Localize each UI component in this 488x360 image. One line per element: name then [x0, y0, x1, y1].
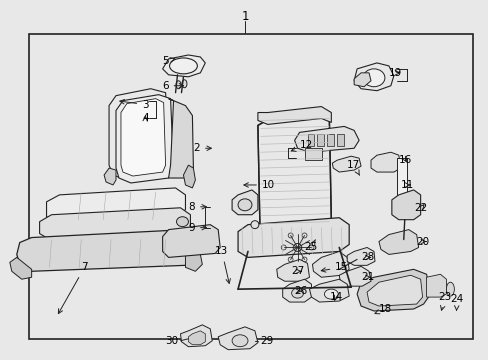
Polygon shape — [17, 230, 200, 271]
Ellipse shape — [302, 257, 306, 262]
Polygon shape — [257, 113, 331, 231]
Bar — [304, 148, 322, 160]
Polygon shape — [121, 99, 165, 176]
Text: 11: 11 — [400, 180, 413, 190]
Text: 15: 15 — [321, 262, 348, 272]
Text: 10: 10 — [244, 180, 274, 190]
Text: 1: 1 — [241, 10, 248, 23]
Text: 30: 30 — [165, 336, 178, 346]
Ellipse shape — [287, 233, 292, 238]
Ellipse shape — [238, 199, 251, 211]
Ellipse shape — [182, 80, 186, 88]
Bar — [396, 158, 406, 203]
Polygon shape — [309, 279, 348, 302]
Polygon shape — [238, 218, 348, 257]
Polygon shape — [185, 251, 202, 271]
Text: 13: 13 — [215, 247, 230, 283]
Polygon shape — [218, 327, 257, 350]
Ellipse shape — [293, 243, 301, 251]
Ellipse shape — [232, 335, 247, 347]
Text: 29: 29 — [259, 336, 273, 346]
Text: 8: 8 — [188, 202, 206, 212]
Text: 28: 28 — [360, 252, 374, 262]
Polygon shape — [188, 331, 205, 345]
Text: 27: 27 — [291, 266, 304, 276]
Polygon shape — [282, 279, 311, 302]
Polygon shape — [346, 247, 374, 265]
Polygon shape — [163, 225, 220, 257]
Polygon shape — [353, 63, 393, 91]
Text: 23: 23 — [438, 292, 451, 310]
Polygon shape — [109, 89, 168, 180]
Polygon shape — [339, 266, 370, 286]
Polygon shape — [183, 165, 195, 188]
Text: 9: 9 — [188, 222, 206, 233]
Ellipse shape — [169, 58, 197, 74]
Bar — [317, 134, 324, 146]
Polygon shape — [312, 251, 348, 277]
Ellipse shape — [281, 245, 285, 250]
Polygon shape — [40, 208, 190, 240]
Polygon shape — [180, 325, 212, 347]
Text: 6: 6 — [162, 81, 183, 91]
Ellipse shape — [287, 257, 292, 262]
Polygon shape — [163, 55, 205, 77]
Polygon shape — [353, 73, 370, 87]
Text: 16: 16 — [398, 155, 411, 165]
Text: 24: 24 — [449, 294, 463, 310]
Text: 3: 3 — [120, 99, 148, 109]
Ellipse shape — [362, 69, 384, 87]
Bar — [337, 134, 344, 146]
Bar — [326, 134, 334, 146]
Polygon shape — [426, 274, 446, 297]
Polygon shape — [10, 257, 32, 279]
Bar — [28, 33, 471, 339]
Text: 17: 17 — [346, 160, 360, 175]
Ellipse shape — [308, 245, 313, 250]
Polygon shape — [116, 95, 173, 183]
Text: 26: 26 — [294, 286, 307, 296]
Polygon shape — [104, 168, 116, 185]
Ellipse shape — [324, 289, 338, 299]
Text: 19: 19 — [388, 68, 401, 78]
Text: 14: 14 — [328, 292, 342, 302]
Text: 25: 25 — [304, 240, 317, 252]
Text: 12: 12 — [291, 140, 312, 151]
Ellipse shape — [176, 81, 181, 89]
Text: 4: 4 — [142, 113, 148, 123]
Bar — [307, 134, 314, 146]
Text: 18: 18 — [374, 304, 391, 314]
Ellipse shape — [176, 217, 188, 227]
Polygon shape — [257, 107, 331, 125]
Polygon shape — [232, 190, 257, 215]
Text: 7: 7 — [58, 262, 88, 314]
Ellipse shape — [291, 288, 303, 298]
Text: 21: 21 — [360, 272, 374, 282]
Polygon shape — [294, 126, 358, 152]
Polygon shape — [378, 230, 418, 255]
Text: 5: 5 — [162, 56, 174, 66]
Ellipse shape — [446, 282, 453, 296]
Polygon shape — [168, 99, 193, 178]
Polygon shape — [370, 152, 400, 172]
Polygon shape — [366, 275, 422, 306]
Text: 20: 20 — [416, 237, 429, 247]
Text: 2: 2 — [193, 143, 211, 153]
Ellipse shape — [250, 221, 258, 229]
Polygon shape — [46, 188, 185, 224]
Ellipse shape — [302, 233, 306, 238]
Polygon shape — [276, 260, 309, 281]
Polygon shape — [332, 156, 360, 172]
Text: 22: 22 — [414, 203, 427, 213]
Polygon shape — [391, 190, 420, 220]
Polygon shape — [356, 269, 429, 311]
